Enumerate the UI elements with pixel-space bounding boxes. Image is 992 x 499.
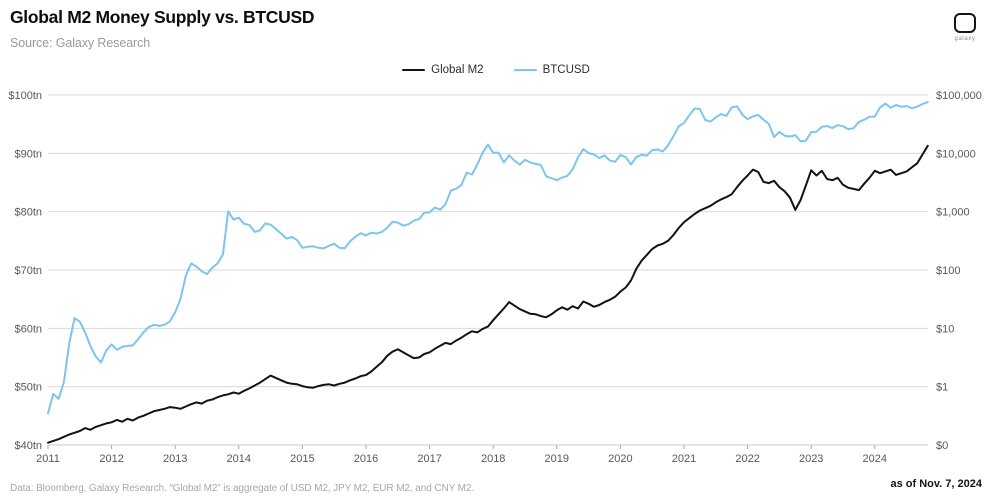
x-axis-tick-label: 2014 xyxy=(227,453,251,465)
galaxy-logo: galaxy xyxy=(946,13,984,42)
m2-line-swatch-icon xyxy=(402,68,426,72)
x-axis-tick-label: 2016 xyxy=(354,453,378,465)
btc-line-swatch-icon xyxy=(513,68,537,72)
x-axis-tick-label: 2024 xyxy=(863,453,887,465)
legend-label-global-m2: Global M2 xyxy=(431,64,484,76)
as-of-date: as of Nov. 7, 2024 xyxy=(890,478,982,490)
y-axis-right-tick-label: $100 xyxy=(936,265,960,277)
legend-label-btcusd: BTCUSD xyxy=(542,64,590,76)
x-axis-tick-label: 2022 xyxy=(735,453,759,465)
y-axis-right-tick-label: $1 xyxy=(936,382,948,394)
x-axis-tick-label: 2017 xyxy=(417,453,441,465)
y-axis-right-tick-label: $10,000 xyxy=(936,148,976,160)
y-axis-right-tick-label: $0 xyxy=(936,440,948,452)
y-axis-right-tick-label: $100,000 xyxy=(936,90,982,102)
x-axis-tick-label: 2020 xyxy=(608,453,632,465)
y-axis-right-tick-label: $1,000 xyxy=(936,207,970,219)
legend-item-global-m2: Global M2 xyxy=(402,64,484,76)
x-axis-tick-label: 2021 xyxy=(672,453,696,465)
galaxy-logo-icon xyxy=(954,13,976,33)
btc-line xyxy=(47,101,929,415)
y-axis-left-tick-label: $60tn xyxy=(14,323,42,335)
y-axis-left-tick-label: $90tn xyxy=(14,148,42,160)
page-subtitle: Source: Galaxy Research xyxy=(10,36,151,50)
x-axis-tick-label: 2013 xyxy=(163,453,187,465)
legend: Global M2 BTCUSD xyxy=(0,64,992,76)
m2-line xyxy=(47,144,929,444)
x-axis-tick-label: 2012 xyxy=(99,453,123,465)
legend-item-btcusd: BTCUSD xyxy=(513,64,590,76)
x-axis-tick-label: 2023 xyxy=(799,453,823,465)
x-axis-tick-label: 2015 xyxy=(290,453,314,465)
page-title: Global M2 Money Supply vs. BTCUSD xyxy=(10,7,315,27)
y-axis-left-tick-label: $100tn xyxy=(8,90,42,102)
x-axis-tick-label: 2018 xyxy=(481,453,505,465)
y-axis-left-tick-label: $80tn xyxy=(14,207,42,219)
y-axis-left-tick-label: $70tn xyxy=(14,265,42,277)
y-axis-left-tick-label: $50tn xyxy=(14,382,42,394)
y-axis-left-tick-label: $40tn xyxy=(14,440,42,452)
x-axis-tick-label: 2011 xyxy=(36,453,60,465)
x-axis-tick-label: 2019 xyxy=(545,453,569,465)
y-axis-right-tick-label: $10 xyxy=(936,323,954,335)
galaxy-logo-word: galaxy xyxy=(954,36,976,42)
footer-note: Data: Bloomberg, Galaxy Research. “Globa… xyxy=(10,483,475,494)
